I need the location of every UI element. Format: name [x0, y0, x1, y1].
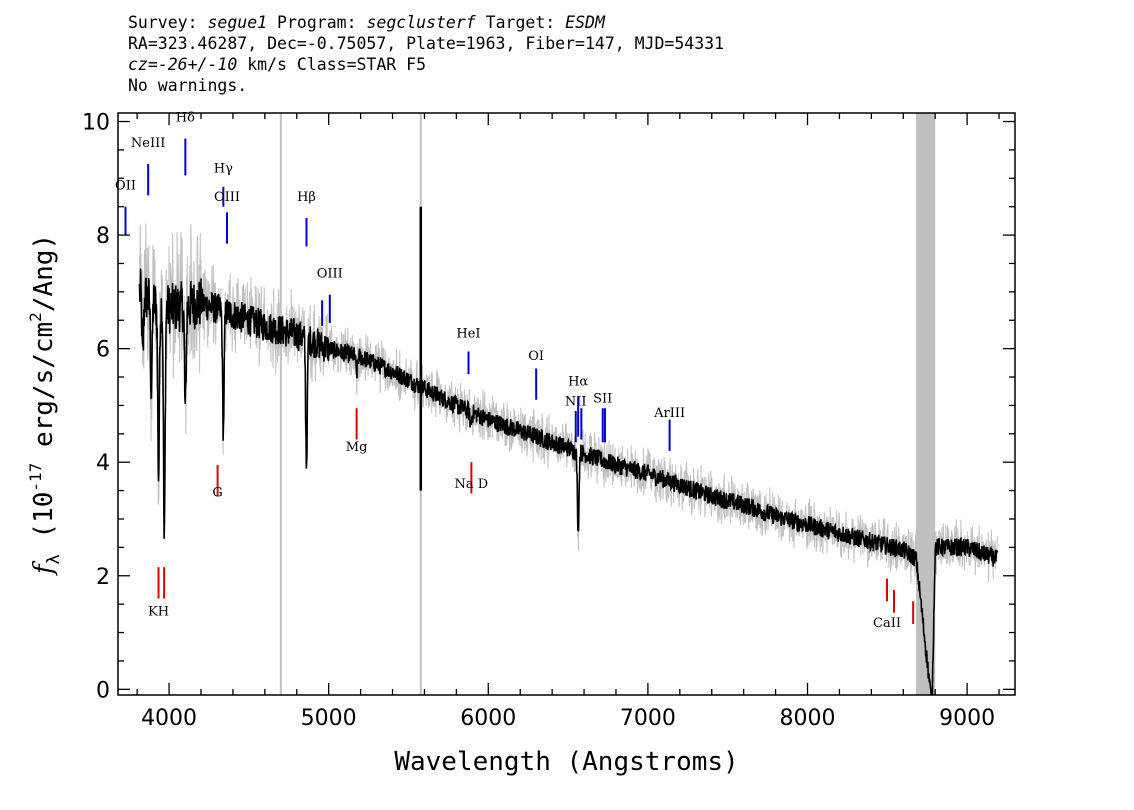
emission-label-Hβ: Hβ	[297, 190, 316, 205]
y-axis-label: fλ (10-17 erg/s/cm2/Ang)	[26, 234, 64, 576]
y-tick-label: 4	[96, 451, 110, 476]
y-label-close: /Ang)	[29, 234, 59, 312]
survey-value: segue1	[207, 13, 268, 32]
y-tick-label: 6	[96, 338, 110, 363]
survey-label: Survey:	[128, 13, 198, 32]
emission-label-OI: OI	[528, 349, 544, 364]
axis-ticks: 4000 5000 6000 7000 8000 9000 0 2 4 6 8 10	[82, 111, 1015, 731]
flux-layer	[138, 206, 999, 695]
cz-label: cz=	[128, 55, 158, 74]
program-label: Program:	[277, 13, 357, 32]
error-band-telluric	[916, 113, 936, 695]
emission-label-Hδ: Hδ	[176, 111, 195, 126]
y-label-exp: -17	[26, 463, 45, 492]
emission-label-HeI: HeI	[456, 326, 480, 341]
x-axis-label: Wavelength (Angstroms)	[394, 747, 738, 777]
y-label-exp2: 2	[26, 312, 45, 322]
emission-label-OIII: OIII	[214, 190, 240, 205]
header-line-3: cz=-26+/-10 km/s Class=STAR F5	[128, 54, 724, 75]
target-value: ESDM	[565, 13, 605, 32]
emission-label-Hγ: Hγ	[214, 162, 233, 177]
emission-label-Hα: Hα	[568, 375, 588, 390]
absorption-label-KH: KH	[148, 605, 169, 620]
emission-label-OII: OII	[115, 179, 136, 194]
y-tick-label: 0	[96, 678, 110, 703]
y-tick-label: 2	[96, 565, 110, 590]
plot-frame	[117, 112, 1016, 696]
x-tick-label: 6000	[460, 706, 516, 731]
y-label-sub: λ	[44, 554, 64, 564]
absorption-label-CaII: CaII	[873, 616, 901, 631]
x-tick-label: 5000	[301, 706, 357, 731]
emission-label-OIII: OIII	[317, 267, 343, 282]
x-tick-label: 7000	[620, 706, 676, 731]
error-spectrum	[139, 223, 998, 695]
y-tick-label: 8	[96, 224, 110, 249]
cz-value: -26+/-10	[157, 55, 238, 74]
target-label: Target:	[485, 13, 556, 32]
y-tick-label: 10	[82, 111, 110, 136]
y-label-mid: erg/s/cm	[29, 322, 59, 463]
x-tick-label: 8000	[780, 706, 836, 731]
header-line-2: RA=323.46287, Dec=-0.75057, Plate=1963, …	[128, 34, 725, 53]
x-tick-label: 4000	[141, 706, 197, 731]
absorption-label-G: G	[212, 485, 222, 500]
line-markers: OII NeIII Hδ Hγ OIII Hβ OIII HeI OI NII Hα SII ArIII…	[115, 111, 915, 631]
emission-label-NII: NII	[565, 394, 587, 409]
x-tick-label: 9000	[939, 706, 995, 731]
spectrum-header: Survey: segue1 Program: segclusterf Targ…	[128, 12, 724, 96]
emission-label-ArIII: ArIII	[653, 406, 685, 421]
emission-label-NeIII: NeIII	[131, 136, 165, 151]
absorption-label-Na-D: Na D	[455, 477, 489, 492]
emission-label-SII: SII	[593, 392, 612, 407]
header-line-1: Survey: segue1 Program: segclusterf Targ…	[128, 12, 724, 33]
cz-unit: km/s Class=STAR F5	[237, 55, 427, 74]
y-label-open: (10	[29, 492, 59, 555]
flux-spectrum	[138, 268, 999, 695]
absorption-label-Mg: Mg	[346, 440, 368, 455]
program-value: segclusterf	[366, 13, 476, 32]
header-line-4: No warnings.	[128, 76, 248, 95]
